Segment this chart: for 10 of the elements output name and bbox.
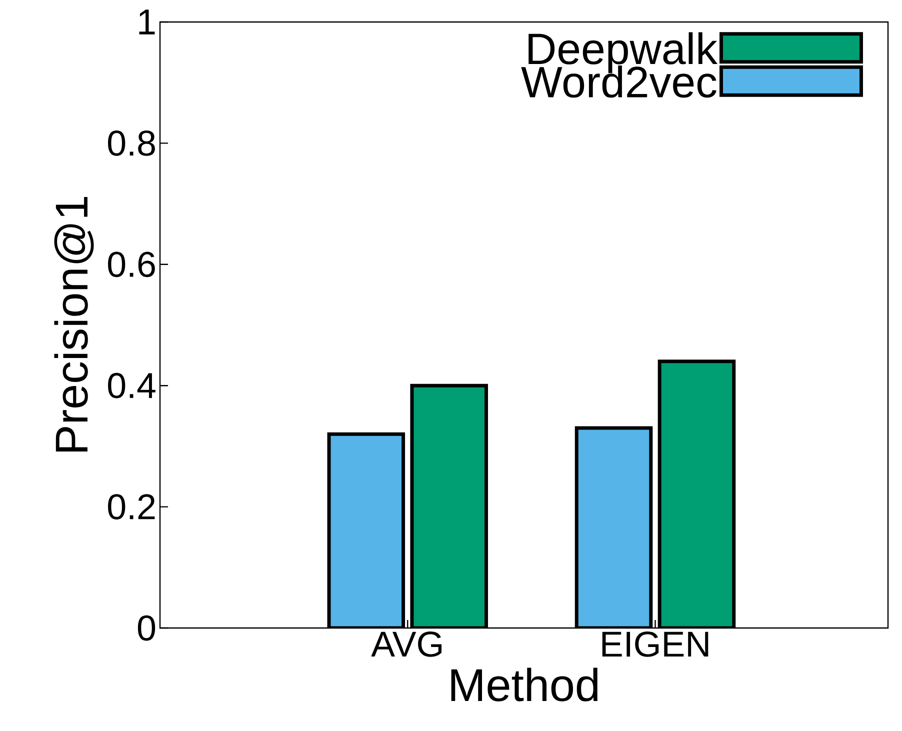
- y-tick-label: 1: [139, 10, 155, 34]
- y-tick-label: 0.4: [108, 372, 156, 398]
- y-tick-label: 0.8: [108, 130, 155, 156]
- y-tick-label: 0.6: [108, 252, 155, 278]
- x-axis-title: Method: [451, 668, 598, 702]
- y-tick-label: 0.2: [108, 494, 155, 520]
- x-tick-label: EIGEN: [602, 632, 708, 657]
- y-axis-title: Precision@1: [54, 197, 94, 452]
- y-tick-label: 0: [138, 615, 156, 641]
- x-tick-label: AVG: [371, 632, 442, 657]
